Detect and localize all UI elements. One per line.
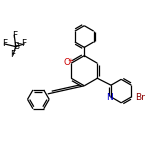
Text: F: F <box>2 39 7 48</box>
Text: O: O <box>64 58 71 67</box>
Text: N: N <box>106 93 113 102</box>
Text: F: F <box>12 31 17 40</box>
Text: −: − <box>15 39 22 48</box>
Text: F: F <box>21 39 27 48</box>
Text: Br: Br <box>135 93 145 102</box>
Text: F: F <box>10 50 16 59</box>
Text: B: B <box>13 42 19 51</box>
Text: +: + <box>67 58 73 64</box>
